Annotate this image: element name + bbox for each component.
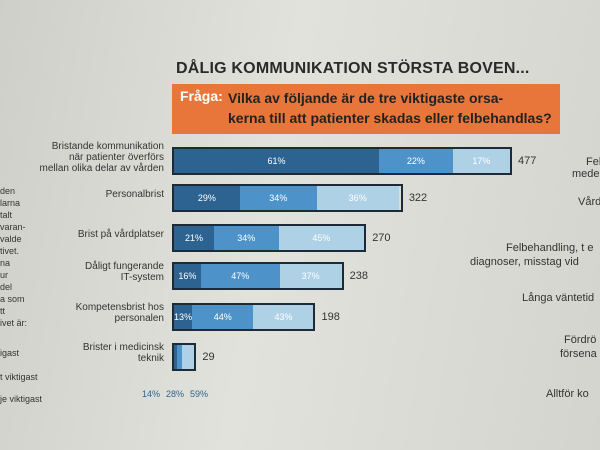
value-label: 37% [301,271,320,281]
side-text: Vård [578,196,600,208]
value-label: 36% [348,193,367,203]
value-label: 47% [231,271,250,281]
bar-segment: 47% [200,264,280,288]
bar-segment: 44% [192,305,254,329]
total-label: 238 [349,270,368,282]
side-text: Felbehandling, t e [506,242,594,254]
value-label: 13% [174,312,193,322]
bar-segment [176,345,183,369]
side-text: valde [0,234,22,244]
category-label: Bristande kommunikation när patienter öv… [39,140,164,174]
question: Vilka av följande är de tre viktigaste o… [228,90,552,126]
side-text: del [0,282,13,292]
value-label: 43% [274,312,293,322]
category-label: Brister i medicinsk teknik [82,342,164,364]
total-label: 198 [321,311,340,323]
side-text: medels [572,168,600,180]
side-text: försena [560,348,597,360]
bar-segment: 17% [452,149,510,173]
value-label: 44% [213,312,232,322]
value-label: 21% [184,233,203,243]
side-text: igast [0,348,20,358]
bar-segment: 45% [278,226,365,250]
side-text: ivet är: [0,318,28,328]
side-text: t viktigast [0,372,38,382]
side-text: na [0,258,11,268]
bar-segment: 43% [253,305,314,329]
value-label: 34% [269,193,288,203]
side-text: diagnoser, misstag vid [470,256,579,268]
category-label: Brist på vårdplatser [77,228,164,240]
bar: 16% 47% 37% [172,262,344,290]
side-text: den [0,186,16,196]
question-label: Fråga: [180,88,223,104]
bar-segment: 22% [378,149,453,173]
total-label: 477 [518,155,537,167]
side-text: Långa väntetid [522,292,595,304]
value-label: 14% [142,389,161,399]
bar-segment: 37% [279,264,342,288]
bar: 29% 34% 36% [172,184,403,212]
side-text: a som [0,294,25,304]
value-label: 34% [237,233,256,243]
value-label: 22% [406,156,425,166]
bar-segment: 13% [174,305,193,329]
total-label: 270 [372,232,391,244]
question-box [172,84,560,134]
bar: 13% 44% 43% [172,303,316,331]
total-label: 29 [202,351,215,363]
bar-segment: 34% [213,226,279,250]
side-text: je viktigast [0,394,43,404]
value-label: 28% [166,389,185,399]
value-label: 61% [267,156,286,166]
category-label: Dåligt fungerande IT-system [85,261,164,283]
total-label: 322 [408,192,428,204]
bar-segment: 36% [316,186,399,210]
side-text: varan- [0,222,26,232]
side-text: tt [0,306,6,316]
bar-segment [182,345,195,369]
value-label: 16% [178,271,197,281]
category-label: Personalbrist [105,188,164,200]
side-text: Alltför ko [546,388,589,400]
bar: 21% 34% 45% [172,224,367,252]
side-text: talt [0,210,13,220]
side-text: Fel [586,156,600,168]
value-label: 45% [312,233,331,243]
chart-title: DÅLIG KOMMUNIKATION STÖRSTA BOVEN... [176,60,530,77]
bar: 61% 22% 17% [172,147,512,175]
side-text: ur [0,270,9,280]
bar-segment: 21% [174,226,214,250]
side-text: Fördrö [564,334,597,346]
value-label: 17% [472,156,491,166]
category-label: Kompetensbrist hos personalen [75,302,164,324]
side-text: larna [0,198,21,208]
side-text: tivet. [0,246,20,256]
value-label: 29% [197,193,216,203]
bar-segment: 29% [174,186,240,210]
bar-segment: 16% [174,264,201,288]
bar-segment [174,345,177,369]
value-label: 59% [190,389,209,399]
bar-segment: 34% [239,186,317,210]
bar-segment: 61% [174,149,379,173]
bar [172,343,197,371]
